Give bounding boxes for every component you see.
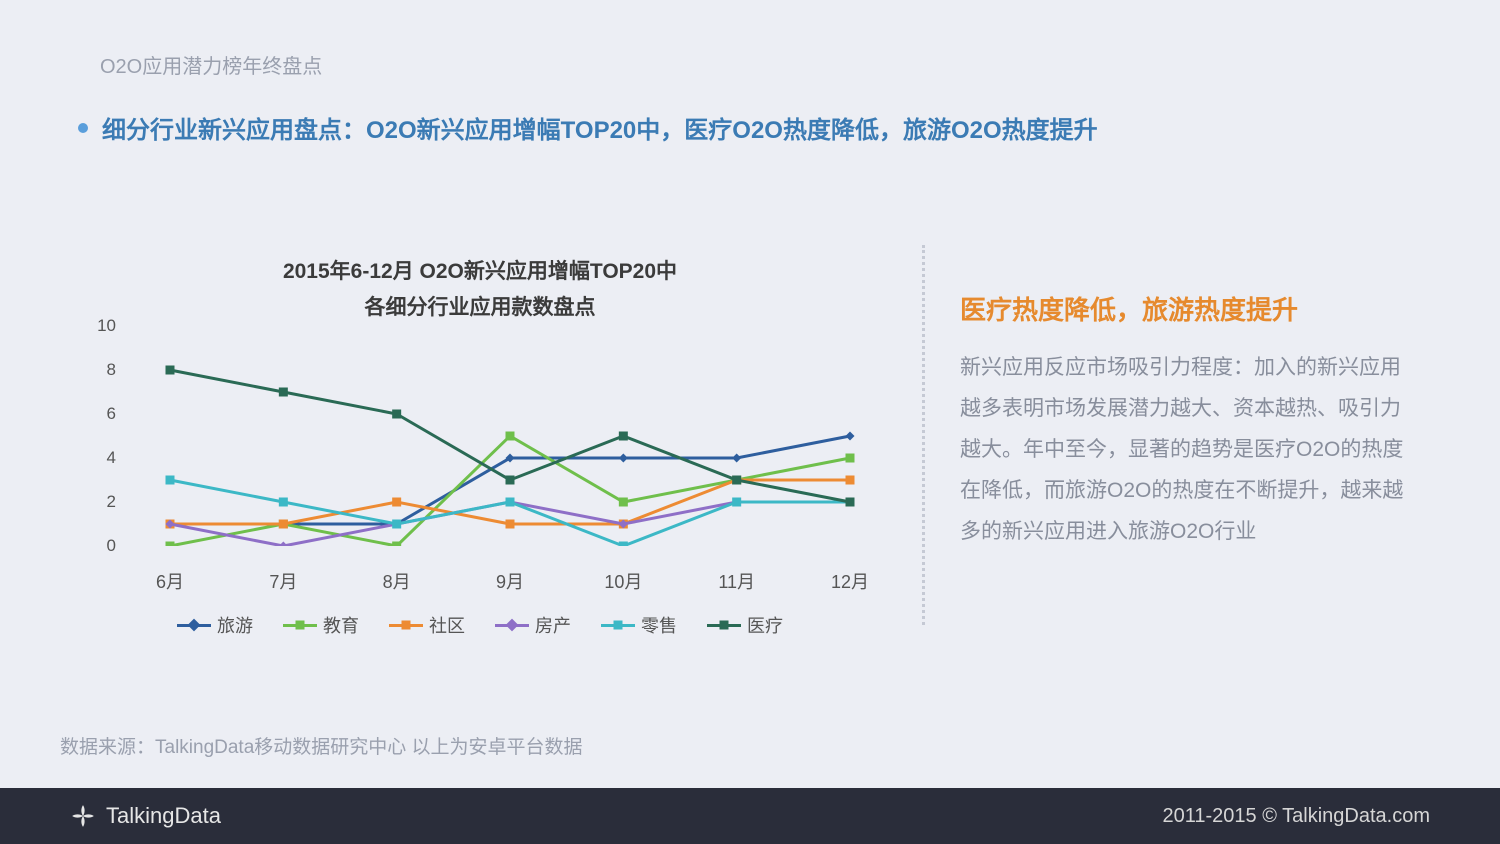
y-tick-label: 6 bbox=[86, 404, 116, 424]
footer: TalkingData 2011-2015 © TalkingData.com bbox=[0, 788, 1500, 844]
x-tick-label: 8月 bbox=[383, 568, 411, 594]
y-tick-label: 2 bbox=[86, 492, 116, 512]
side-title: 医疗热度降低，旅游热度提升 bbox=[960, 290, 1298, 327]
legend-item: 教育 bbox=[283, 612, 359, 638]
legend-item: 医疗 bbox=[707, 612, 783, 638]
chart-legend: 旅游 教育 社区 房产 零售 医疗 bbox=[60, 612, 900, 638]
chart-title-line2: 各细分行业应用款数盘点 bbox=[60, 291, 900, 325]
x-tick-label: 7月 bbox=[269, 568, 297, 594]
x-tick-label: 10月 bbox=[604, 568, 642, 594]
x-tick-label: 9月 bbox=[496, 568, 524, 594]
bullet-icon bbox=[78, 123, 88, 133]
brand-icon bbox=[70, 803, 96, 829]
chart-plot bbox=[130, 326, 890, 546]
brand-text: TalkingData bbox=[106, 803, 221, 829]
legend-item: 旅游 bbox=[177, 612, 253, 638]
data-source: 数据来源：TalkingData移动数据研究中心 以上为安卓平台数据 bbox=[60, 732, 583, 759]
side-body: 新兴应用反应市场吸引力程度：加入的新兴应用越多表明市场发展潜力越大、资本越热、吸… bbox=[960, 348, 1420, 553]
vertical-divider bbox=[922, 245, 925, 625]
chart-area: 旅游教育社区房产零售医疗 02468106月7月8月9月10月11月12月 bbox=[60, 326, 900, 566]
chart-title-line1: 2015年6-12月 O2O新兴应用增幅TOP20中 bbox=[60, 255, 900, 289]
y-tick-label: 10 bbox=[86, 316, 116, 336]
chart-block: 2015年6-12月 O2O新兴应用增幅TOP20中 各细分行业应用款数盘点 旅… bbox=[60, 255, 900, 566]
x-tick-label: 12月 bbox=[831, 568, 869, 594]
y-tick-label: 0 bbox=[86, 536, 116, 556]
legend-item: 房产 bbox=[495, 612, 571, 638]
x-tick-label: 6月 bbox=[156, 568, 184, 594]
x-tick-label: 11月 bbox=[718, 568, 755, 594]
brand: TalkingData bbox=[70, 803, 221, 829]
headline-row: 细分行业新兴应用盘点：O2O新兴应用增幅TOP20中，医疗O2O热度降低，旅游O… bbox=[78, 110, 1098, 145]
legend-item: 零售 bbox=[601, 612, 677, 638]
breadcrumb: O2O应用潜力榜年终盘点 bbox=[100, 50, 322, 79]
copyright: 2011-2015 © TalkingData.com bbox=[1163, 805, 1431, 828]
legend-item: 社区 bbox=[389, 612, 465, 638]
y-tick-label: 4 bbox=[86, 448, 116, 468]
y-tick-label: 8 bbox=[86, 360, 116, 380]
headline: 细分行业新兴应用盘点：O2O新兴应用增幅TOP20中，医疗O2O热度降低，旅游O… bbox=[102, 110, 1098, 145]
